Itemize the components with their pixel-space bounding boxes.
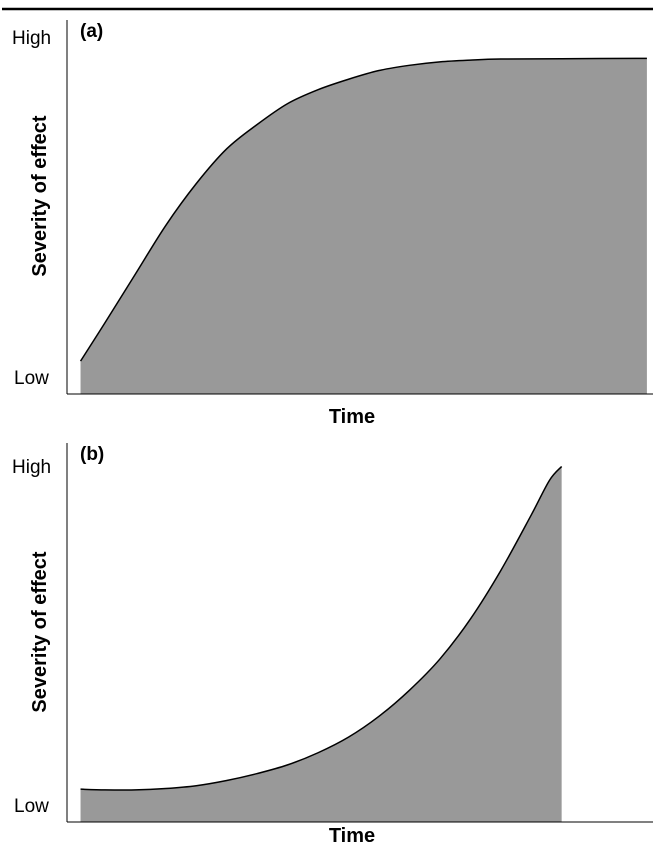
panel-b-y-tick-low: Low	[14, 796, 49, 817]
panel-b-curve-line	[80, 465, 563, 791]
panel-a-y-tick-low: Low	[14, 368, 49, 389]
panel-a-y-axis-label: Severity of effect	[29, 115, 51, 277]
panel-a-curve-line	[79, 57, 647, 362]
panel-a: (a) High Low Severity of effect Time	[12, 20, 653, 428]
panel-b-label: (b)	[80, 444, 104, 465]
panel-b-y-axis-label: Severity of effect	[29, 551, 51, 713]
panel-a-label: (a)	[80, 21, 103, 42]
panel-b-area-fill	[80, 466, 562, 822]
panel-b: (b) High Low Severity of effect Time	[12, 443, 653, 847]
panel-b-y-tick-high: High	[12, 457, 51, 478]
panel-a-x-axis-label: Time	[329, 406, 375, 428]
panel-b-x-axis-label: Time	[329, 825, 375, 847]
panel-a-area-fill	[80, 58, 647, 395]
panel-a-y-tick-high: High	[12, 28, 51, 49]
